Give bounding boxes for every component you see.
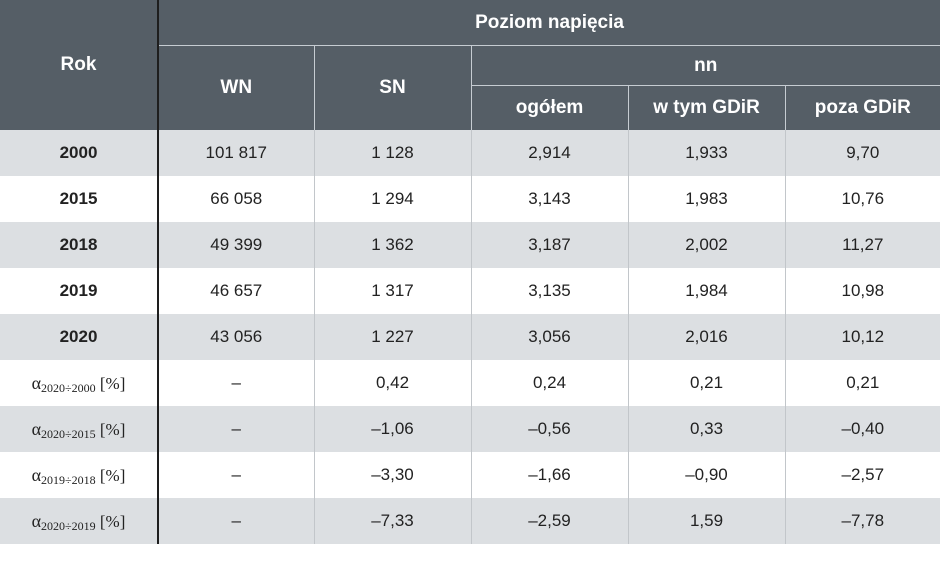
table-row: α2019÷2018 [%] – –3,30 –1,66 –0,90 –2,57 <box>0 452 940 498</box>
row-alpha-label: α2020÷2015 [%] <box>0 406 159 452</box>
header-rok: Rok <box>0 0 159 130</box>
header-poza-gdir: poza GDiR <box>784 85 940 130</box>
row-year: 2019 <box>0 268 159 314</box>
table-row: 2000 101 817 1 128 2,914 1,933 9,70 <box>0 130 940 176</box>
cell-w-tym-gdir: 2,016 <box>627 314 785 360</box>
cell-wn: 43 056 <box>157 314 314 360</box>
cell-ogolem: –0,56 <box>470 406 628 452</box>
cell-ogolem: –1,66 <box>470 452 628 498</box>
table-row: 2018 49 399 1 362 3,187 2,002 11,27 <box>0 222 940 268</box>
cell-poza-gdir: 10,12 <box>784 314 940 360</box>
cell-ogolem: 3,187 <box>470 222 628 268</box>
cell-ogolem: 3,056 <box>470 314 628 360</box>
table-row: α2020÷2015 [%] – –1,06 –0,56 0,33 –0,40 <box>0 406 940 452</box>
cell-ogolem: 0,24 <box>470 360 628 406</box>
header-poziom-napiecia: Poziom napięcia <box>157 0 940 46</box>
table-row: 2019 46 657 1 317 3,135 1,984 10,98 <box>0 268 940 314</box>
alpha-unit: [%] <box>95 373 126 393</box>
cell-poza-gdir: 10,76 <box>784 176 940 222</box>
alpha-subscript: 2020÷2000 <box>41 380 96 395</box>
cell-wn: – <box>157 360 314 406</box>
alpha-symbol: α <box>31 418 42 439</box>
cell-poza-gdir: 10,98 <box>784 268 940 314</box>
table-row: α2020÷2019 [%] – –7,33 –2,59 1,59 –7,78 <box>0 498 940 544</box>
row-alpha-label: α2020÷2019 [%] <box>0 498 159 544</box>
table-row: α2020÷2000 [%] –0,42 0,24 0,21 0,21 <box>0 360 940 406</box>
cell-ogolem: 3,143 <box>470 176 628 222</box>
cell-wn: 49 399 <box>157 222 314 268</box>
header-nn: nn <box>470 45 940 86</box>
cell-poza-gdir: 11,27 <box>784 222 940 268</box>
cell-poza-gdir: 0,21 <box>784 360 940 406</box>
row-year: 2020 <box>0 314 159 360</box>
cell-wn: 66 058 <box>157 176 314 222</box>
cell-poza-gdir: –7,78 <box>784 498 940 544</box>
table-row: 2015 66 058 1 294 3,143 1,983 10,76 <box>0 176 940 222</box>
cell-sn: 1 362 <box>313 222 471 268</box>
cell-poza-gdir: –2,57 <box>784 452 940 498</box>
cell-sn: –3,30 <box>313 452 471 498</box>
cell-wn: 46 657 <box>157 268 314 314</box>
cell-ogolem: –2,59 <box>470 498 628 544</box>
header-w-tym-gdir: w tym GDiR <box>627 85 785 130</box>
alpha-symbol: α <box>31 510 42 531</box>
table-body: 2000 101 817 1 128 2,914 1,933 9,70 2015 66 058… <box>0 130 940 544</box>
row-year: 2000 <box>0 130 159 176</box>
alpha-unit: [%] <box>95 465 126 485</box>
table-row: 2020 43 056 1 227 3,056 2,016 10,12 <box>0 314 940 360</box>
cell-wn: 101 817 <box>157 130 314 176</box>
cell-w-tym-gdir: 1,984 <box>627 268 785 314</box>
cell-sn: 1 317 <box>313 268 471 314</box>
cell-sn: 1 294 <box>313 176 471 222</box>
alpha-unit: [%] <box>95 511 126 531</box>
row-alpha-label: α2019÷2018 [%] <box>0 452 159 498</box>
alpha-subscript: 2020÷2019 <box>41 518 96 533</box>
cell-wn: – <box>157 406 314 452</box>
cell-w-tym-gdir: 1,59 <box>627 498 785 544</box>
cell-sn: 0,42 <box>313 360 471 406</box>
cell-wn: – <box>157 498 314 544</box>
cell-wn: – <box>157 452 314 498</box>
cell-w-tym-gdir: 2,002 <box>627 222 785 268</box>
cell-sn: –7,33 <box>313 498 471 544</box>
alpha-unit: [%] <box>95 419 126 439</box>
cell-poza-gdir: 9,70 <box>784 130 940 176</box>
cell-ogolem: 2,914 <box>470 130 628 176</box>
cell-w-tym-gdir: 1,933 <box>627 130 785 176</box>
header-sn: SN <box>313 45 471 130</box>
alpha-symbol: α <box>31 372 42 393</box>
voltage-level-table: Rok Poziom napięcia WN SN nn ogółem w ty… <box>0 0 940 544</box>
cell-w-tym-gdir: –0,90 <box>627 452 785 498</box>
header-ogolem: ogółem <box>470 85 628 130</box>
row-year: 2018 <box>0 222 159 268</box>
cell-sn: 1 227 <box>313 314 471 360</box>
table-header: Rok Poziom napięcia WN SN nn ogółem w ty… <box>0 0 940 130</box>
cell-w-tym-gdir: 1,983 <box>627 176 785 222</box>
alpha-subscript: 2020÷2015 <box>41 426 96 441</box>
alpha-subscript: 2019÷2018 <box>41 472 96 487</box>
row-alpha-label: α2020÷2000 [%] <box>0 360 159 406</box>
cell-w-tym-gdir: 0,21 <box>627 360 785 406</box>
cell-sn: –1,06 <box>313 406 471 452</box>
cell-w-tym-gdir: 0,33 <box>627 406 785 452</box>
cell-sn: 1 128 <box>313 130 471 176</box>
row-year: 2015 <box>0 176 159 222</box>
header-wn: WN <box>157 45 314 130</box>
cell-ogolem: 3,135 <box>470 268 628 314</box>
alpha-symbol: α <box>31 464 42 485</box>
cell-poza-gdir: –0,40 <box>784 406 940 452</box>
